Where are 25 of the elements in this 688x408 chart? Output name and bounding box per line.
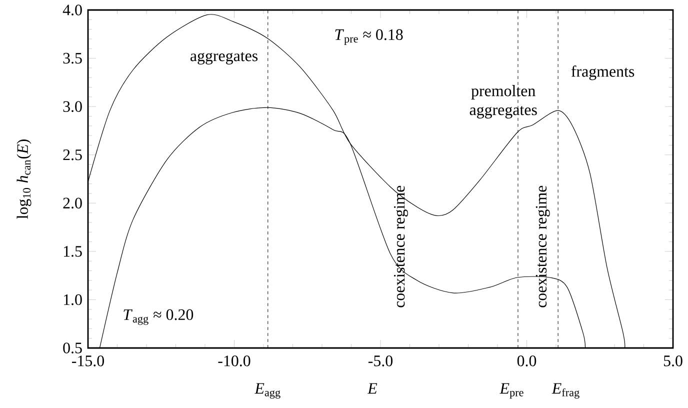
x-tick-label: -5.0 <box>368 356 393 366</box>
y-tick-label: 1.0 <box>64 294 82 306</box>
annotation: fragments <box>571 65 634 80</box>
annotation: coexistence regime <box>536 186 550 308</box>
annotation: T$_{pre}$ ≈ 0.18 <box>335 29 403 45</box>
x-tick-label: 5.0 <box>664 356 682 366</box>
ref-line-label: E$_{frag}$ <box>552 383 580 399</box>
annotation: coexistence regime <box>394 186 408 308</box>
x-tick-label: 0.0 <box>517 356 536 366</box>
x-tick-label: -10.0 <box>218 356 250 366</box>
y-tick-label: 4.0 <box>62 4 82 16</box>
ref-line-label: E$_{agg}$ <box>254 383 280 399</box>
annotation: T$_{agg}$ ≈ 0.20 <box>124 309 194 325</box>
y-tick-label: 2.5 <box>63 149 82 160</box>
ref-line-label: E$_{pre}$ <box>500 383 524 399</box>
y-tick-label: 3.5 <box>63 52 82 64</box>
annotation: premolten aggregates <box>470 85 537 118</box>
x-axis-title: E <box>367 383 378 394</box>
y-tick-label: 3.0 <box>63 101 82 112</box>
y-axis-title: log$_{10}$ h$_{can}$(E) <box>16 140 32 219</box>
y-tick-label: 2.0 <box>63 198 82 209</box>
y-tick-label: 1.5 <box>64 246 82 257</box>
x-tick-label: -15.0 <box>72 356 104 366</box>
annotation: aggregates <box>190 52 258 64</box>
y-tick-label: 0.5 <box>63 342 82 354</box>
